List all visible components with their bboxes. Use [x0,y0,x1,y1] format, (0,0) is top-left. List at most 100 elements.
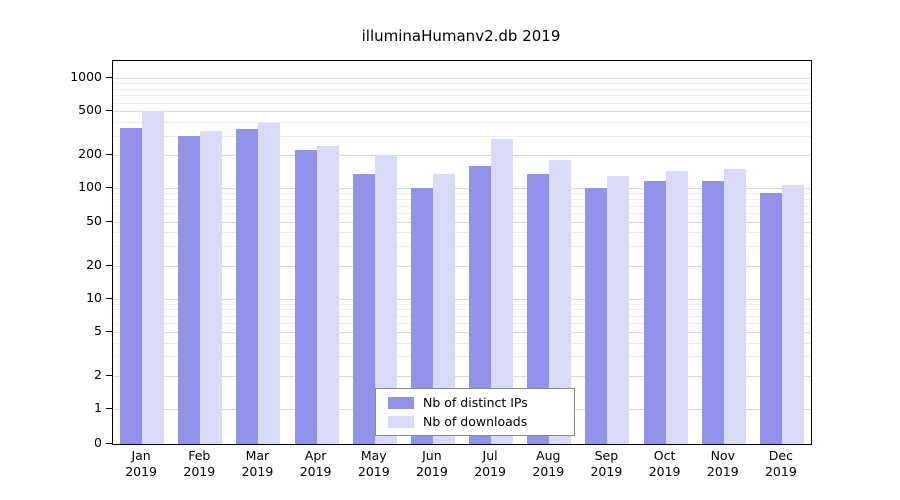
x-axis-label-year: 2019 [532,464,565,479]
gridline [113,298,811,300]
bar [527,174,550,444]
x-axis-label: Feb 2019 [170,448,228,480]
gridline [113,375,811,377]
chart-title: illuminaHumanv2.db 2019 [361,27,561,45]
minor-gridline [113,303,811,305]
minor-gridline [113,246,811,248]
minor-gridline [113,205,811,207]
plot-area: Nb of distinct IPs Nb of downloads [112,60,812,445]
x-axis-label-year: 2019 [474,464,506,479]
y-axis-tick [106,297,112,299]
legend-label: Nb of distinct IPs [423,395,528,410]
y-axis-tick [106,110,112,112]
y-axis-tick-label: 500 [78,102,102,118]
x-axis-label: Dec 2019 [752,448,810,480]
x-axis-label: Nov 2019 [694,448,752,480]
y-axis-tick [106,330,112,332]
bar [178,135,201,444]
x-axis-label-month: Nov [710,448,735,463]
x-axis-label-year: 2019 [183,464,216,479]
x-axis-label-month: Dec [768,448,793,463]
y-axis-tick-label: 1 [94,400,102,415]
bar [759,193,782,444]
y-axis-tick [106,264,112,266]
bar [352,174,375,444]
x-axis-label: May 2019 [345,448,403,480]
bar [643,180,666,444]
x-axis-label: Oct 2019 [636,448,694,480]
gridline [113,188,811,190]
legend-item: Nb of downloads [388,414,562,429]
minor-gridline [113,135,811,137]
minor-gridline [113,122,811,123]
bar [607,175,630,444]
x-axis-label-month: Sep [594,448,619,463]
y-axis-tick-label: 2 [94,366,102,382]
minor-gridline [113,199,811,201]
bar [549,160,572,444]
bar [200,131,223,444]
minor-gridline [113,356,811,358]
minor-gridline [113,95,811,97]
bar [723,169,746,444]
x-axis-label-month: Mar [245,448,270,463]
x-axis-label-year: 2019 [241,464,274,479]
bar [469,165,492,444]
x-axis-label: Jul 2019 [461,448,519,480]
bar [701,180,724,444]
legend-swatch [388,396,414,409]
x-axis-label-year: 2019 [125,464,157,479]
minor-gridline [113,102,811,104]
x-axis-label-year: 2019 [706,464,739,479]
y-axis-tick-label: 0 [94,435,102,450]
x-axis-label-month: Jul [482,448,498,463]
gridline [113,155,811,157]
gridline [113,265,811,267]
x-axis-label-year: 2019 [299,464,332,479]
minor-gridline [113,232,811,234]
x-axis-label-month: Jan [131,448,151,463]
x-axis-label-month: Aug [536,448,561,463]
minor-gridline [113,212,811,214]
bar [781,184,804,444]
y-axis-tick-label: 50 [86,212,102,228]
legend: Nb of distinct IPs Nb of downloads [375,388,575,436]
bar [432,174,455,444]
bar [585,188,608,444]
x-axis-label-year: 2019 [590,464,623,479]
minor-gridline [113,323,811,325]
y-axis-tick-label: 1000 [70,69,102,85]
x-axis-label-month: Feb [188,448,211,463]
x-axis-label-month: Jun [422,448,442,463]
bar [236,129,259,444]
x-axis-label: Sep 2019 [577,448,635,480]
bar [258,123,281,444]
x-axis-label-year: 2019 [415,464,448,479]
legend-swatch [388,415,414,428]
y-axis-tick [106,220,112,222]
y-axis-tick-label: 100 [78,179,102,195]
minor-gridline [113,193,811,195]
minor-gridline [113,342,811,344]
x-axis-label: Apr 2019 [287,448,345,480]
x-axis-label: Mar 2019 [228,448,286,480]
y-axis-tick [106,408,112,409]
y-axis-tick-label: 5 [94,322,102,338]
bar [120,128,143,444]
minor-gridline [113,88,811,90]
bar [665,170,688,444]
bar [294,149,317,444]
y-axis-tick-label: 10 [86,289,102,305]
bar [142,110,165,444]
y-axis-tick-label: 20 [86,256,102,272]
y-axis-tick [106,187,112,189]
x-axis-label-year: 2019 [764,464,797,479]
bar [491,139,514,444]
x-axis-label: Aug 2019 [519,448,577,480]
bar [316,145,339,444]
x-axis-label-year: 2019 [648,464,681,479]
y-axis-tick [106,77,112,79]
x-axis-label: Jun 2019 [403,448,461,480]
minor-gridline [113,83,811,85]
